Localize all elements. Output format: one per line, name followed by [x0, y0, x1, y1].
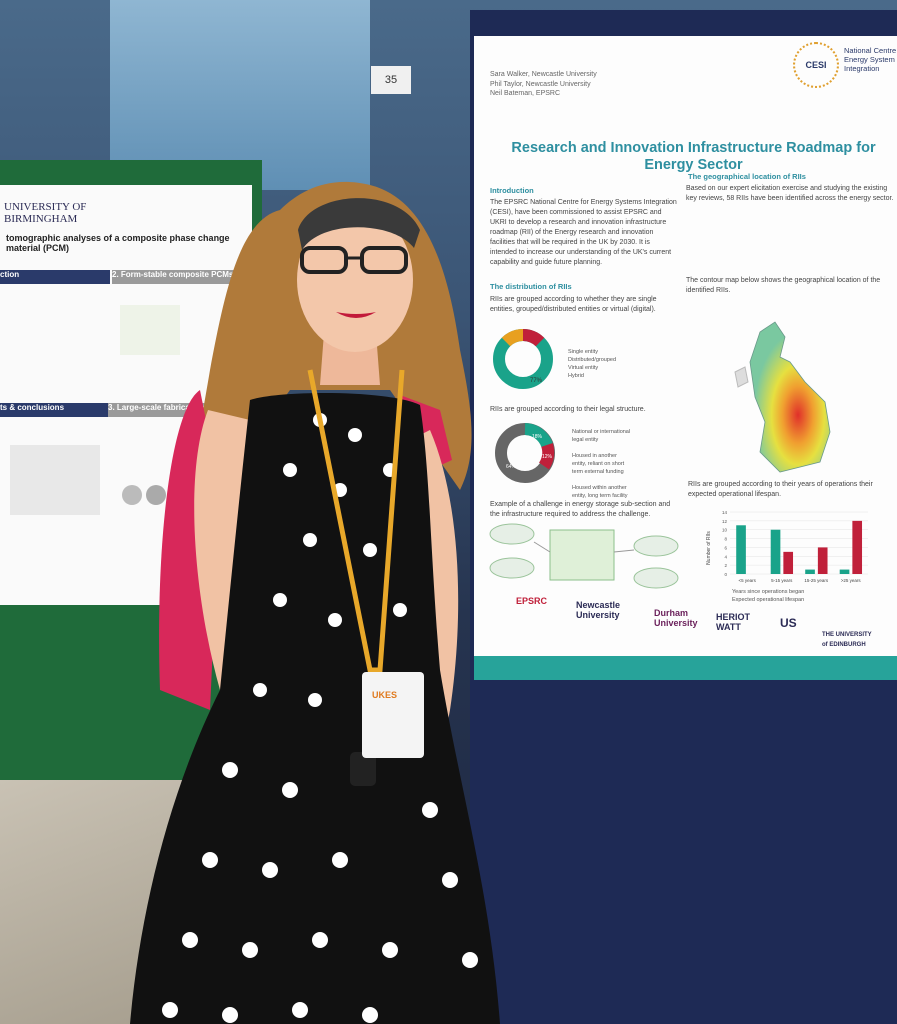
intro-text: The EPSRC National Centre for Energy Sys… — [490, 199, 677, 266]
poster-footer-band — [474, 656, 897, 680]
intro-heading: Introduction — [490, 186, 534, 195]
x-tick-1: 5-15 years — [771, 578, 793, 583]
geography-text: Based on our expert elicitation exercise… — [686, 185, 894, 202]
bar-0-0 — [736, 525, 746, 574]
sponsor-sussex: US — [780, 616, 797, 630]
woman-presenter — [130, 181, 500, 1024]
x-tick-3: >25 years — [841, 578, 862, 583]
lifespan-bar-chart: Number of RIIs 0 2 4 6 8 10 12 14 <5 years 5-15 … — [706, 510, 868, 583]
geography-heading: The geographical location of RIIs — [688, 172, 806, 181]
x-tick-2: 15-25 years — [804, 578, 829, 583]
badge-text: UKES — [372, 690, 398, 700]
y-tick-1: 2 — [724, 563, 727, 568]
pie-chart-legal-structure: 18% 12% 64% — [495, 423, 555, 483]
left-poster-title: tomographic analyses of a composite phas… — [6, 233, 230, 253]
sponsor-heriot-watt: HERIOT WATT — [716, 612, 751, 632]
y-tick-3: 6 — [724, 545, 727, 550]
left-poster-section-1: ction — [0, 270, 110, 284]
pie1-legend: Single entity Distributed/grouped Virtua… — [568, 349, 617, 379]
bar-0-3 — [839, 569, 850, 574]
bar-0-1 — [770, 529, 781, 574]
left-poster-section-2: 2. Form-stable composite PCMs — [112, 270, 252, 284]
bar-0-2 — [805, 569, 815, 574]
booth-number: 35 — [371, 66, 411, 94]
legal-structure-text: RIIs are grouped according to their lega… — [490, 406, 646, 413]
pie1-label: 77% — [530, 378, 543, 384]
background-window — [110, 0, 370, 190]
pie2-label-1: 18% — [532, 434, 543, 440]
sponsor-durham: Durham University — [654, 608, 698, 628]
chart-ylabel: Number of RIIs — [706, 531, 712, 565]
left-poster-section-3: ts & conclusions — [0, 403, 110, 417]
sponsor-epsrc: EPSRC — [516, 596, 548, 606]
y-tick-4: 8 — [724, 537, 727, 542]
poster-authors: Sara Walker, Newcastle University Phil T… — [490, 71, 597, 97]
polka-dots — [162, 413, 478, 1023]
y-tick-6: 12 — [722, 519, 728, 524]
chart-legend: Years since operations began Expected op… — [732, 589, 805, 603]
bar-1-1 — [783, 551, 794, 574]
uk-contour-map — [734, 321, 831, 473]
y-tick-2: 4 — [724, 554, 727, 559]
y-tick-5: 10 — [722, 528, 728, 533]
y-tick-0: 0 — [724, 572, 727, 577]
contour-text: The contour map below shows the geograph… — [686, 277, 881, 294]
name-badge — [362, 672, 424, 758]
x-tick-0: <5 years — [739, 578, 757, 583]
challenge-diagram — [489, 523, 679, 589]
cesi-logo: CESI — [793, 42, 839, 88]
challenge-text: Example of a challenge in energy storage… — [490, 501, 671, 518]
bar-1-3 — [852, 520, 863, 574]
pie2-label-3: 64% — [506, 464, 517, 470]
left-poster-university: UNIVERSITY OF BIRMINGHAM — [4, 201, 87, 225]
y-tick-7: 14 — [722, 510, 728, 515]
pie2-label-2: 12% — [542, 454, 553, 460]
sponsor-edinburgh: THE UNIVERSITY of EDINBURGH — [822, 632, 872, 648]
sponsor-logos: EPSRC Newcastle University Durham Univer… — [516, 594, 896, 654]
pie-chart-entity-type: 77% — [493, 328, 553, 389]
sponsor-newcastle: Newcastle University — [576, 600, 621, 620]
bar-1-2 — [817, 547, 828, 574]
poster-title: Research and Innovation Infrastructure R… — [511, 140, 876, 173]
poster-organization: National Centre Energy System Integratio… — [844, 46, 897, 73]
distribution-heading: The distribution of RIIs — [490, 282, 572, 291]
distribution-text: RIIs are grouped according to whether th… — [490, 296, 657, 313]
lifespan-text: RIIs are grouped according to their year… — [688, 481, 873, 498]
left-poster-figures — [10, 305, 180, 515]
pie2-legend: National or international legal entity H… — [572, 429, 631, 499]
